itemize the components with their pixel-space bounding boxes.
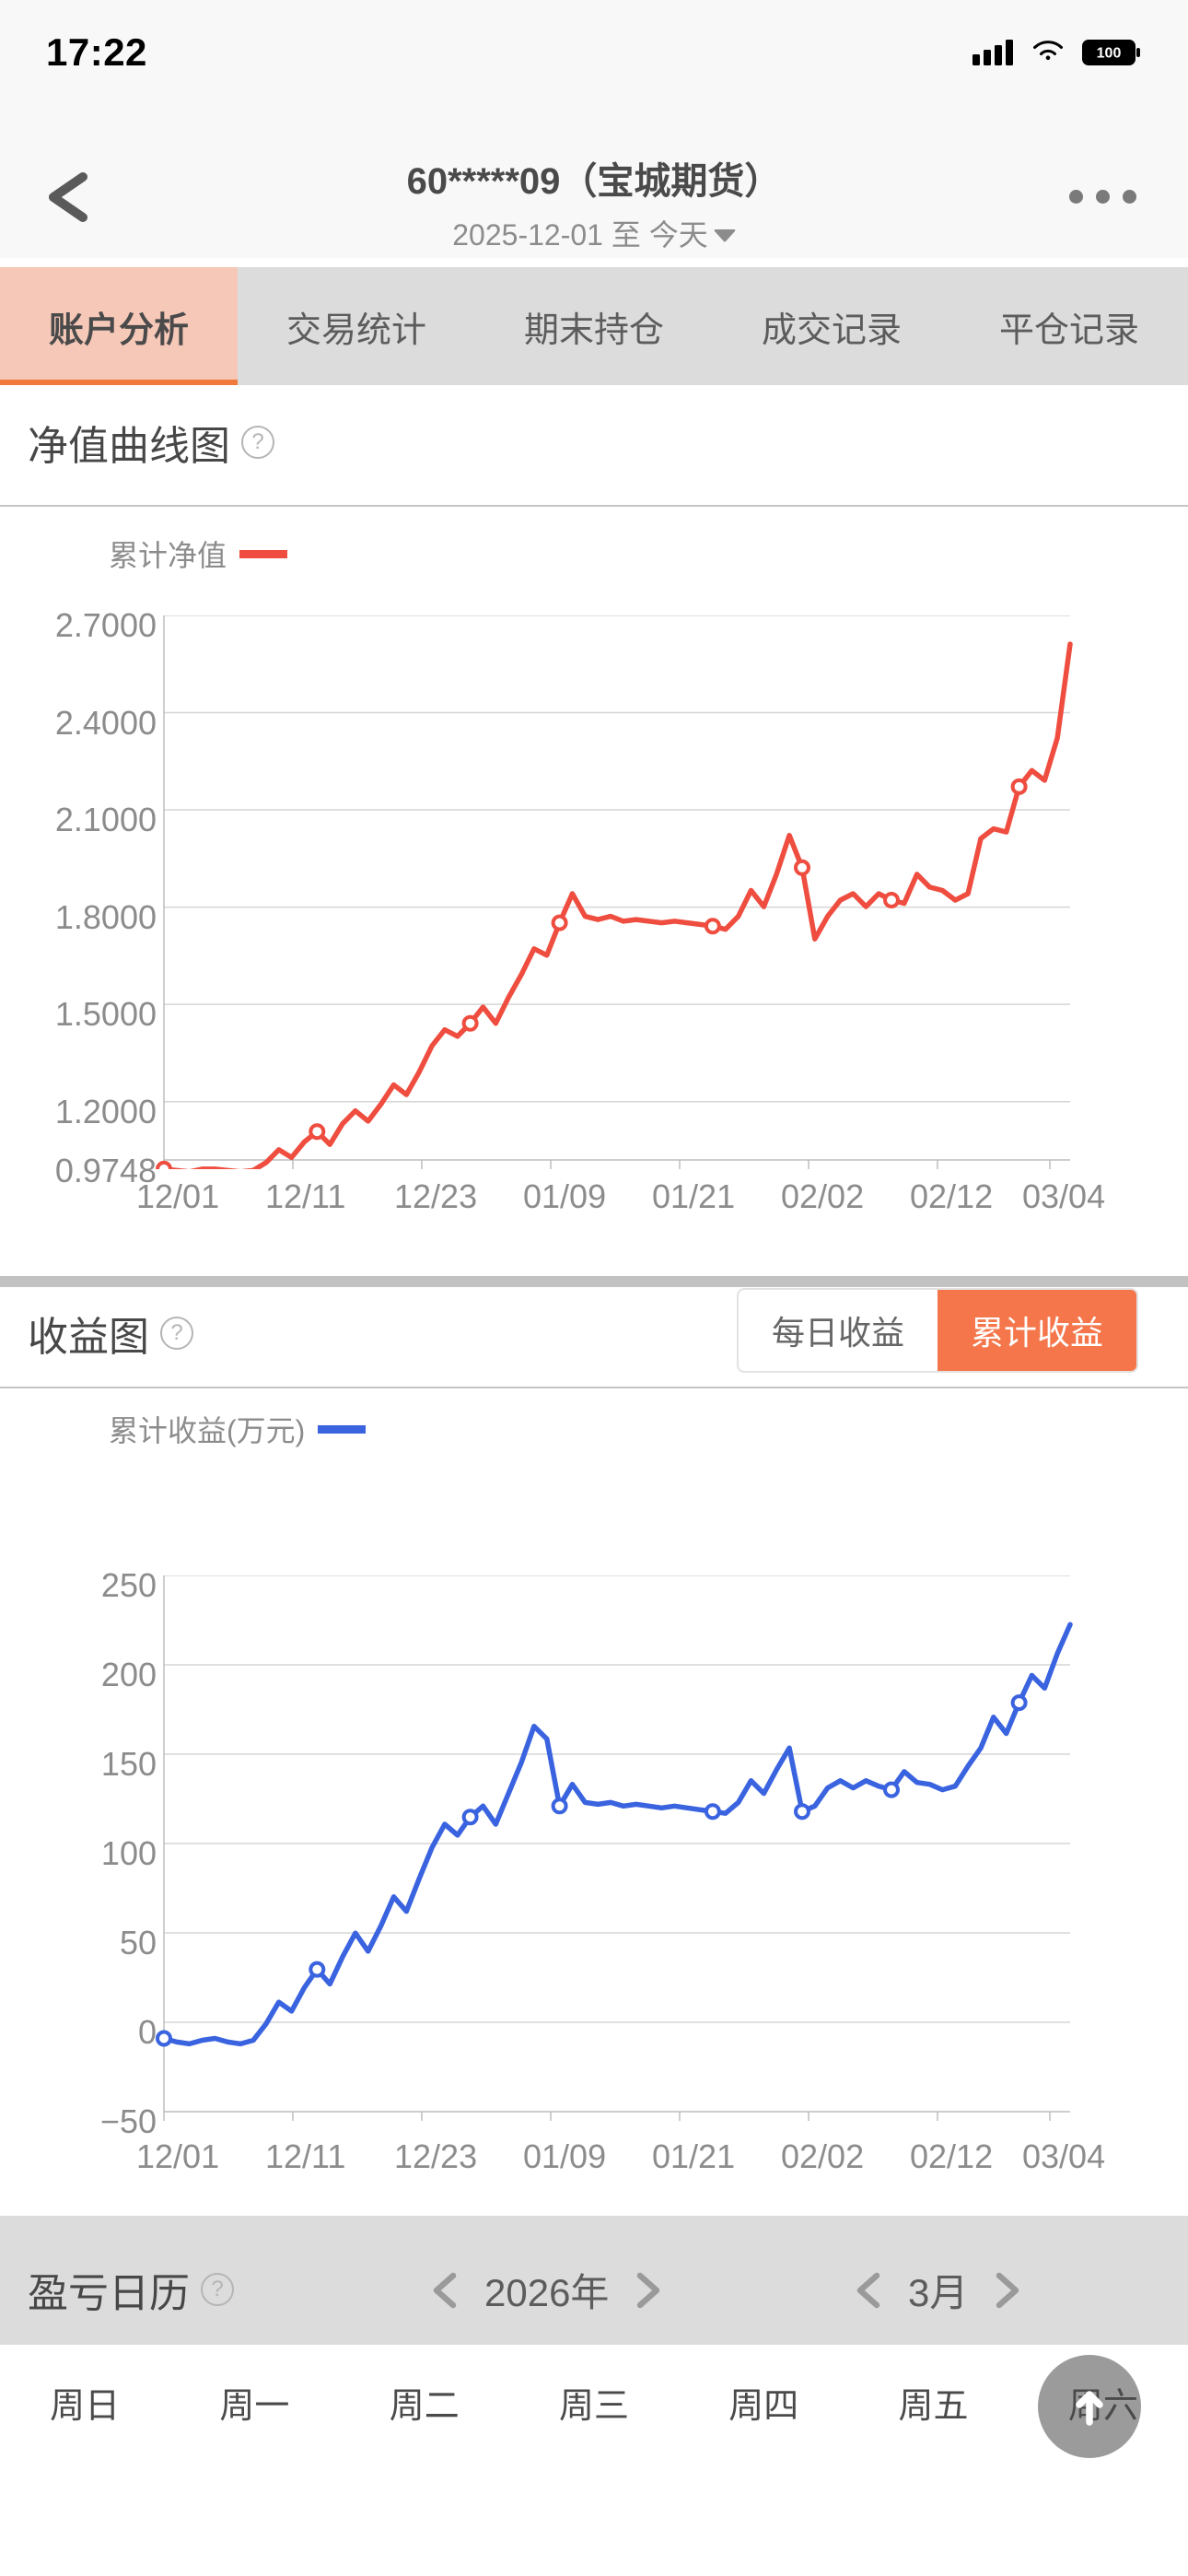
- svg-text:100: 100: [1097, 46, 1122, 62]
